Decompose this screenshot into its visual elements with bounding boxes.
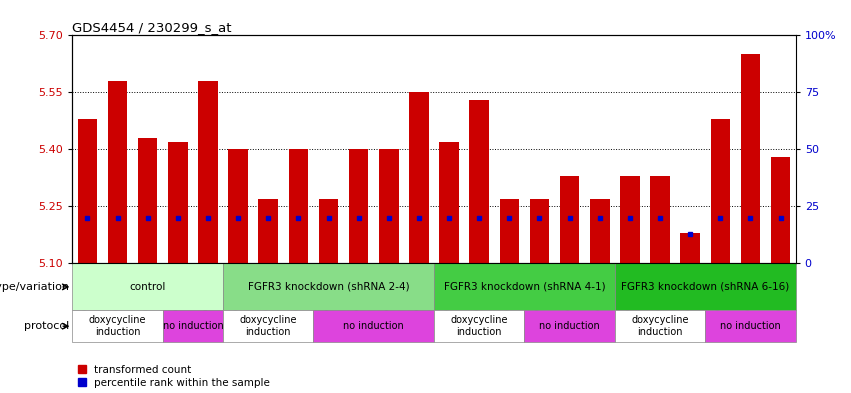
Bar <box>590 199 609 263</box>
Bar <box>223 310 313 342</box>
Bar <box>620 176 640 263</box>
Bar <box>524 310 614 342</box>
Bar <box>560 176 580 263</box>
Text: genotype/variation: genotype/variation <box>0 282 69 292</box>
Text: control: control <box>129 282 166 292</box>
Bar <box>313 310 434 342</box>
Text: doxycycline
induction: doxycycline induction <box>450 316 508 337</box>
Text: GDS4454 / 230299_s_at: GDS4454 / 230299_s_at <box>72 21 231 34</box>
Bar <box>650 176 670 263</box>
Bar <box>349 149 368 263</box>
Text: doxycycline
induction: doxycycline induction <box>631 316 688 337</box>
Bar <box>228 149 248 263</box>
Text: no induction: no induction <box>343 321 404 331</box>
Bar <box>409 92 429 263</box>
Bar <box>379 149 398 263</box>
Text: no induction: no induction <box>720 321 781 331</box>
Bar <box>439 142 459 263</box>
Text: FGFR3 knockdown (shRNA 2-4): FGFR3 knockdown (shRNA 2-4) <box>248 282 409 292</box>
Bar <box>470 100 489 263</box>
Bar <box>168 142 187 263</box>
Text: no induction: no induction <box>163 321 223 331</box>
Bar <box>500 199 519 263</box>
Text: no induction: no induction <box>540 321 600 331</box>
Text: protocol: protocol <box>24 321 69 331</box>
Bar <box>72 263 223 310</box>
Text: FGFR3 knockdown (shRNA 6-16): FGFR3 knockdown (shRNA 6-16) <box>621 282 790 292</box>
Text: doxycycline
induction: doxycycline induction <box>89 316 146 337</box>
Bar <box>771 157 791 263</box>
Bar <box>77 119 97 263</box>
Bar <box>163 310 223 342</box>
Legend: transformed count, percentile rank within the sample: transformed count, percentile rank withi… <box>77 365 270 388</box>
Bar <box>259 199 278 263</box>
Bar <box>614 310 705 342</box>
Text: FGFR3 knockdown (shRNA 4-1): FGFR3 knockdown (shRNA 4-1) <box>443 282 605 292</box>
Bar <box>319 199 339 263</box>
Bar <box>434 263 614 310</box>
Bar <box>529 199 549 263</box>
Bar <box>288 149 308 263</box>
Bar <box>108 81 128 263</box>
Bar <box>138 138 157 263</box>
Bar <box>434 310 524 342</box>
Bar <box>705 310 796 342</box>
Bar <box>681 233 700 263</box>
Bar <box>740 54 760 263</box>
Bar <box>72 310 163 342</box>
Bar <box>198 81 218 263</box>
Text: doxycycline
induction: doxycycline induction <box>239 316 297 337</box>
Bar <box>223 263 434 310</box>
Bar <box>711 119 730 263</box>
Bar <box>614 263 796 310</box>
